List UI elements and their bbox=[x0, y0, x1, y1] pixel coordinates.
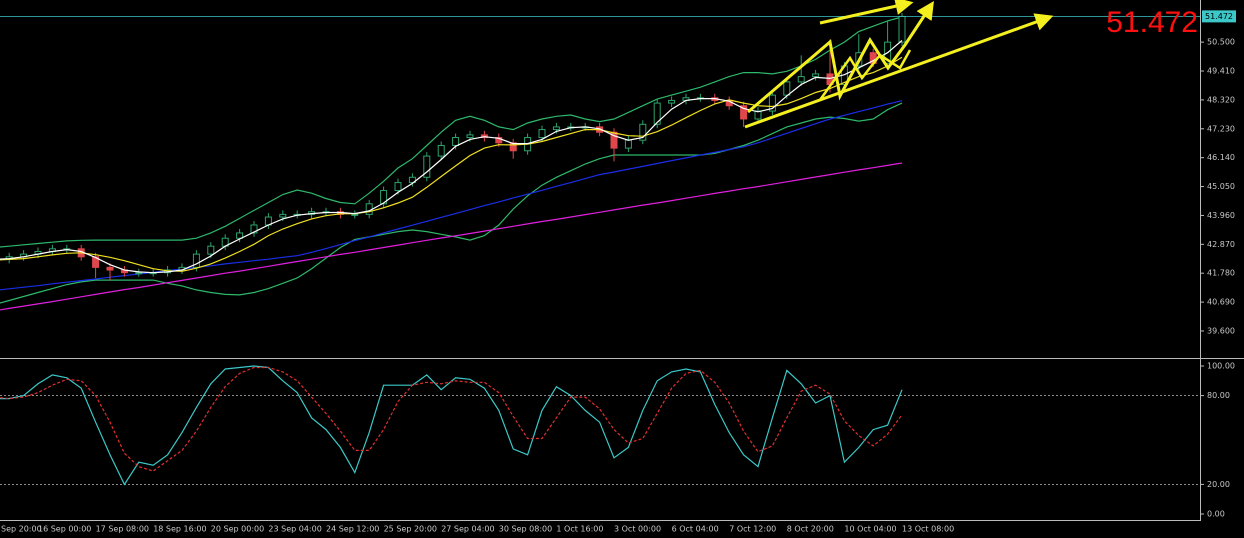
candle-body bbox=[653, 102, 661, 125]
y-tick-label: 20.00 bbox=[1207, 480, 1230, 489]
y-tick-label: 40.690 bbox=[1207, 298, 1235, 307]
annotations bbox=[744, 0, 1054, 129]
indicator-line bbox=[0, 40, 903, 274]
y-tick-label: 42.870 bbox=[1207, 240, 1235, 249]
candle-body bbox=[552, 126, 560, 131]
x-tick-label: 1 Oct 16:00 bbox=[556, 525, 603, 534]
candle-body bbox=[380, 190, 388, 205]
trend-arrow bbox=[744, 13, 1054, 129]
price-panel bbox=[0, 12, 1200, 311]
candle-body bbox=[768, 94, 776, 112]
candle-body bbox=[408, 176, 416, 184]
x-tick-label: Sep 20:00 bbox=[1, 525, 42, 534]
indicator-line bbox=[0, 162, 903, 311]
trend-arrow bbox=[819, 0, 914, 25]
candle-body bbox=[740, 105, 748, 120]
x-tick-label: 13 Oct 08:00 bbox=[902, 525, 954, 534]
current-price-label: 51.472 bbox=[1205, 12, 1233, 21]
candle-body bbox=[279, 213, 287, 218]
x-tick-label: 23 Sep 04:00 bbox=[268, 525, 321, 534]
y-tick-label: 45.050 bbox=[1207, 182, 1235, 191]
candle-body bbox=[135, 272, 143, 275]
candle-body bbox=[250, 224, 258, 234]
x-tick-label: 27 Sep 04:00 bbox=[441, 525, 494, 534]
candle-body bbox=[538, 129, 546, 139]
candle-body bbox=[351, 213, 359, 216]
x-tick-label: 30 Sep 08:00 bbox=[499, 525, 552, 534]
candle-body bbox=[754, 110, 762, 120]
x-tick-label: 7 Oct 12:00 bbox=[729, 525, 776, 534]
indicator-line bbox=[0, 16, 903, 248]
x-tick-label: 24 Sep 12:00 bbox=[326, 525, 379, 534]
y-tick-label: 49.410 bbox=[1207, 67, 1235, 76]
y-tick-label: 80.00 bbox=[1207, 391, 1230, 400]
candle-body bbox=[797, 76, 805, 83]
y-tick-label: 50.500 bbox=[1207, 38, 1235, 47]
y-tick-label: 47.230 bbox=[1207, 124, 1235, 133]
y-tick-label: 41.780 bbox=[1207, 269, 1235, 278]
x-tick-label: 16 Sep 00:00 bbox=[38, 525, 91, 534]
candle-body bbox=[783, 81, 791, 96]
indicator-line bbox=[0, 102, 903, 304]
current-price-box bbox=[1202, 10, 1236, 23]
candle-body bbox=[639, 123, 647, 141]
candle-body bbox=[495, 137, 503, 144]
y-tick-label: 48.320 bbox=[1207, 95, 1235, 104]
y-tick-label: 0.00 bbox=[1207, 510, 1225, 519]
y-tick-label: 39.600 bbox=[1207, 326, 1235, 335]
indicator-line bbox=[0, 100, 903, 291]
candle-body bbox=[812, 73, 820, 78]
candle-body bbox=[92, 256, 100, 268]
x-tick-label: 18 Sep 16:00 bbox=[153, 525, 206, 534]
candle-body bbox=[509, 142, 517, 152]
indicator-line bbox=[0, 365, 903, 486]
x-tick-label: 20 Sep 00:00 bbox=[211, 525, 264, 534]
candle-body bbox=[423, 155, 431, 178]
x-tick-label: 3 Oct 00:00 bbox=[614, 525, 661, 534]
candle-body bbox=[192, 253, 200, 268]
x-tick-label: 6 Oct 04:00 bbox=[672, 525, 719, 534]
indicator-line bbox=[0, 366, 903, 472]
y-tick-label: 100.00 bbox=[1207, 361, 1235, 370]
candle-body bbox=[898, 15, 906, 43]
candle-body bbox=[452, 137, 460, 146]
candle-body bbox=[466, 134, 474, 139]
candle-body bbox=[394, 182, 402, 192]
x-tick-label: 8 Oct 20:00 bbox=[787, 525, 834, 534]
zigzag-arrow bbox=[818, 49, 912, 101]
candle-body bbox=[610, 131, 618, 149]
candle-body bbox=[624, 139, 632, 149]
x-tick-label: 17 Sep 08:00 bbox=[96, 525, 149, 534]
zigzag-arrow bbox=[747, 0, 934, 114]
axes: 51.472 51.472 50.500 49.410 48.320 47.230 46.1… bbox=[1, 6, 1236, 534]
current-price-big: 51.472 bbox=[1106, 6, 1198, 39]
indicator-line bbox=[0, 56, 903, 272]
candle-body bbox=[106, 266, 114, 271]
oscillator-panel bbox=[0, 365, 1200, 486]
x-tick-label: 10 Oct 04:00 bbox=[844, 525, 896, 534]
y-tick-label: 46.140 bbox=[1207, 153, 1235, 162]
x-tick-label: 25 Sep 20:00 bbox=[384, 525, 437, 534]
candle-body bbox=[668, 99, 676, 104]
candle-body bbox=[236, 232, 244, 239]
candle-body bbox=[437, 144, 445, 157]
candle-body bbox=[207, 245, 215, 255]
y-tick-label: 43.960 bbox=[1207, 211, 1235, 220]
